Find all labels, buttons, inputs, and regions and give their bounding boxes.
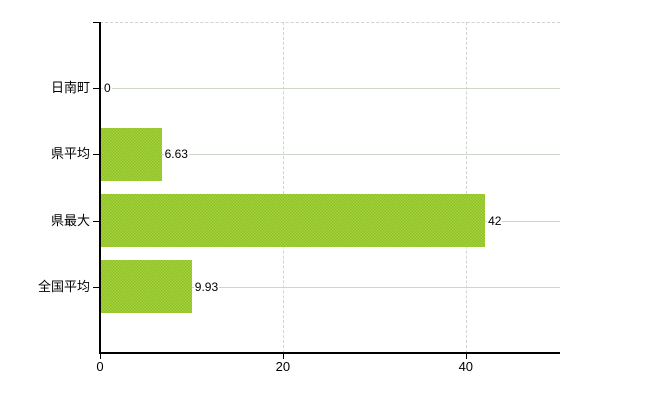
y-axis-tick <box>93 286 100 288</box>
y-axis-tick <box>93 22 100 23</box>
y-axis-label: 県平均 <box>50 146 90 162</box>
bar <box>101 260 192 314</box>
y-axis-tick <box>93 220 100 222</box>
x-axis-tick <box>100 354 101 359</box>
plot-top-border <box>100 22 560 23</box>
x-axis-tick-label: 0 <box>96 359 104 374</box>
bar-value-label: 42 <box>487 212 503 229</box>
bar <box>101 194 486 248</box>
y-axis-label: 県最大 <box>50 212 90 228</box>
y-axis-tick <box>93 154 100 156</box>
y-axis <box>99 22 101 354</box>
vertical-gridline <box>465 22 467 353</box>
bar <box>101 127 162 181</box>
y-axis-tick <box>93 88 100 90</box>
bar-value-label: 9.93 <box>193 278 220 295</box>
x-axis-tick <box>465 354 467 359</box>
x-axis <box>99 352 560 354</box>
x-axis-tick-label: 40 <box>458 359 474 374</box>
horizontal-gridline <box>101 88 560 90</box>
y-axis-label: 全国平均 <box>37 278 90 294</box>
horizontal-gridline <box>101 154 560 156</box>
horizontal-gridline <box>101 286 560 288</box>
x-axis-tick-label: 20 <box>275 359 291 374</box>
bar-value-label: 0 <box>103 80 112 97</box>
x-axis-tick <box>282 354 284 359</box>
y-axis-label: 日南町 <box>50 80 90 96</box>
bar-value-label: 6.63 <box>163 146 189 163</box>
vertical-gridline <box>282 22 284 353</box>
